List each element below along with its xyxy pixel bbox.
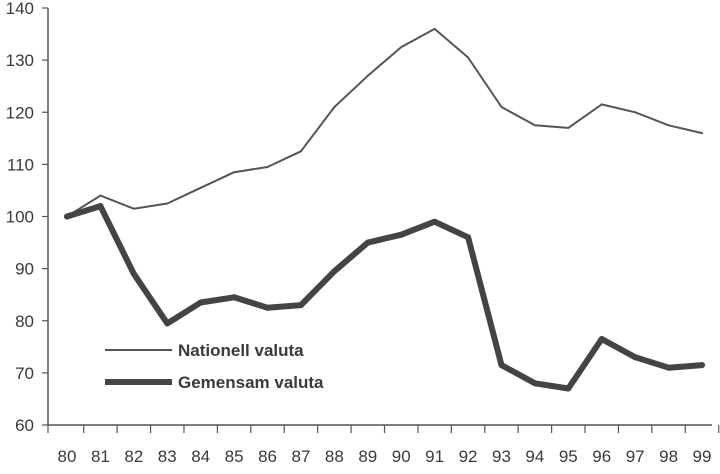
- data-point: [97, 203, 104, 210]
- data-point: [299, 150, 302, 153]
- x-tick-label: 96: [592, 447, 611, 466]
- data-point: [233, 171, 236, 174]
- x-tick-label: 92: [459, 447, 478, 466]
- data-point: [465, 234, 472, 241]
- y-tick-label: 120: [6, 103, 34, 122]
- y-tick-label: 60: [15, 416, 34, 435]
- y-tick-label: 90: [15, 260, 34, 279]
- x-tick-label: 98: [659, 447, 678, 466]
- data-point: [431, 218, 438, 225]
- data-point: [533, 124, 536, 127]
- data-point: [632, 354, 639, 361]
- legend-label-gemensam: Gemensam valuta: [178, 373, 324, 392]
- x-tick-label: 83: [158, 447, 177, 466]
- y-axis-ticks: 60 70 80 90 100 110 120 130 140: [6, 0, 48, 435]
- y-tick-label: 130: [6, 51, 34, 70]
- x-tick-label: 82: [124, 447, 143, 466]
- x-axis-ticks: 80 81 82 83 84 85 86 87 88 89 90 91 92 93 94 95 96 97 98 99: [47, 425, 720, 466]
- x-tick-label: 86: [258, 447, 277, 466]
- x-tick-label: 90: [392, 447, 411, 466]
- data-point: [364, 239, 371, 246]
- x-tick-label: 99: [693, 447, 712, 466]
- data-point: [567, 126, 570, 129]
- data-point: [701, 132, 703, 135]
- data-point: [699, 362, 705, 369]
- x-tick-label: 97: [626, 447, 645, 466]
- data-point: [266, 165, 269, 168]
- series-line-gemensam: [64, 203, 705, 392]
- x-tick-label: 93: [492, 447, 511, 466]
- x-tick-label: 84: [191, 447, 210, 466]
- data-point: [531, 380, 538, 387]
- data-point: [665, 364, 672, 371]
- x-tick-label: 87: [291, 447, 310, 466]
- series-line-nationell: [66, 27, 703, 218]
- legend-label-nationell: Nationell valuta: [178, 341, 304, 360]
- data-point: [634, 111, 637, 114]
- data-point: [166, 202, 169, 205]
- axes: [47, 8, 712, 426]
- y-tick-label: 100: [6, 208, 34, 227]
- x-tick-label: 85: [225, 447, 244, 466]
- data-point: [598, 335, 605, 342]
- data-point: [400, 46, 403, 49]
- data-point: [130, 270, 137, 277]
- y-tick-label: 140: [6, 0, 34, 18]
- data-point: [199, 186, 202, 189]
- y-tick-label: 70: [15, 364, 34, 383]
- x-tick-label: 80: [58, 447, 77, 466]
- data-point: [197, 299, 204, 306]
- data-point: [667, 124, 670, 127]
- x-tick-label: 94: [525, 447, 544, 466]
- data-point: [297, 302, 304, 309]
- x-tick-label: 81: [91, 447, 110, 466]
- data-point: [333, 106, 336, 109]
- data-point: [164, 320, 171, 327]
- data-point: [132, 207, 135, 210]
- y-tick-label: 110: [7, 155, 34, 174]
- data-point: [565, 385, 572, 392]
- data-point: [467, 56, 470, 59]
- legend: Nationell valuta Gemensam valuta: [105, 341, 324, 392]
- data-point: [366, 74, 369, 77]
- x-tick-label: 89: [358, 447, 377, 466]
- y-tick-label: 80: [15, 312, 34, 331]
- data-point: [64, 213, 70, 220]
- x-tick-label: 88: [325, 447, 344, 466]
- data-point: [498, 362, 505, 369]
- series-lines: [64, 27, 705, 392]
- data-point: [231, 294, 238, 301]
- data-point: [500, 106, 503, 109]
- x-tick-label: 95: [559, 447, 578, 466]
- data-point: [398, 231, 405, 238]
- data-point: [264, 304, 271, 311]
- data-point: [99, 194, 102, 197]
- data-point: [600, 103, 603, 106]
- x-tick-label: 91: [425, 447, 444, 466]
- data-point: [331, 268, 338, 275]
- data-point: [433, 27, 436, 30]
